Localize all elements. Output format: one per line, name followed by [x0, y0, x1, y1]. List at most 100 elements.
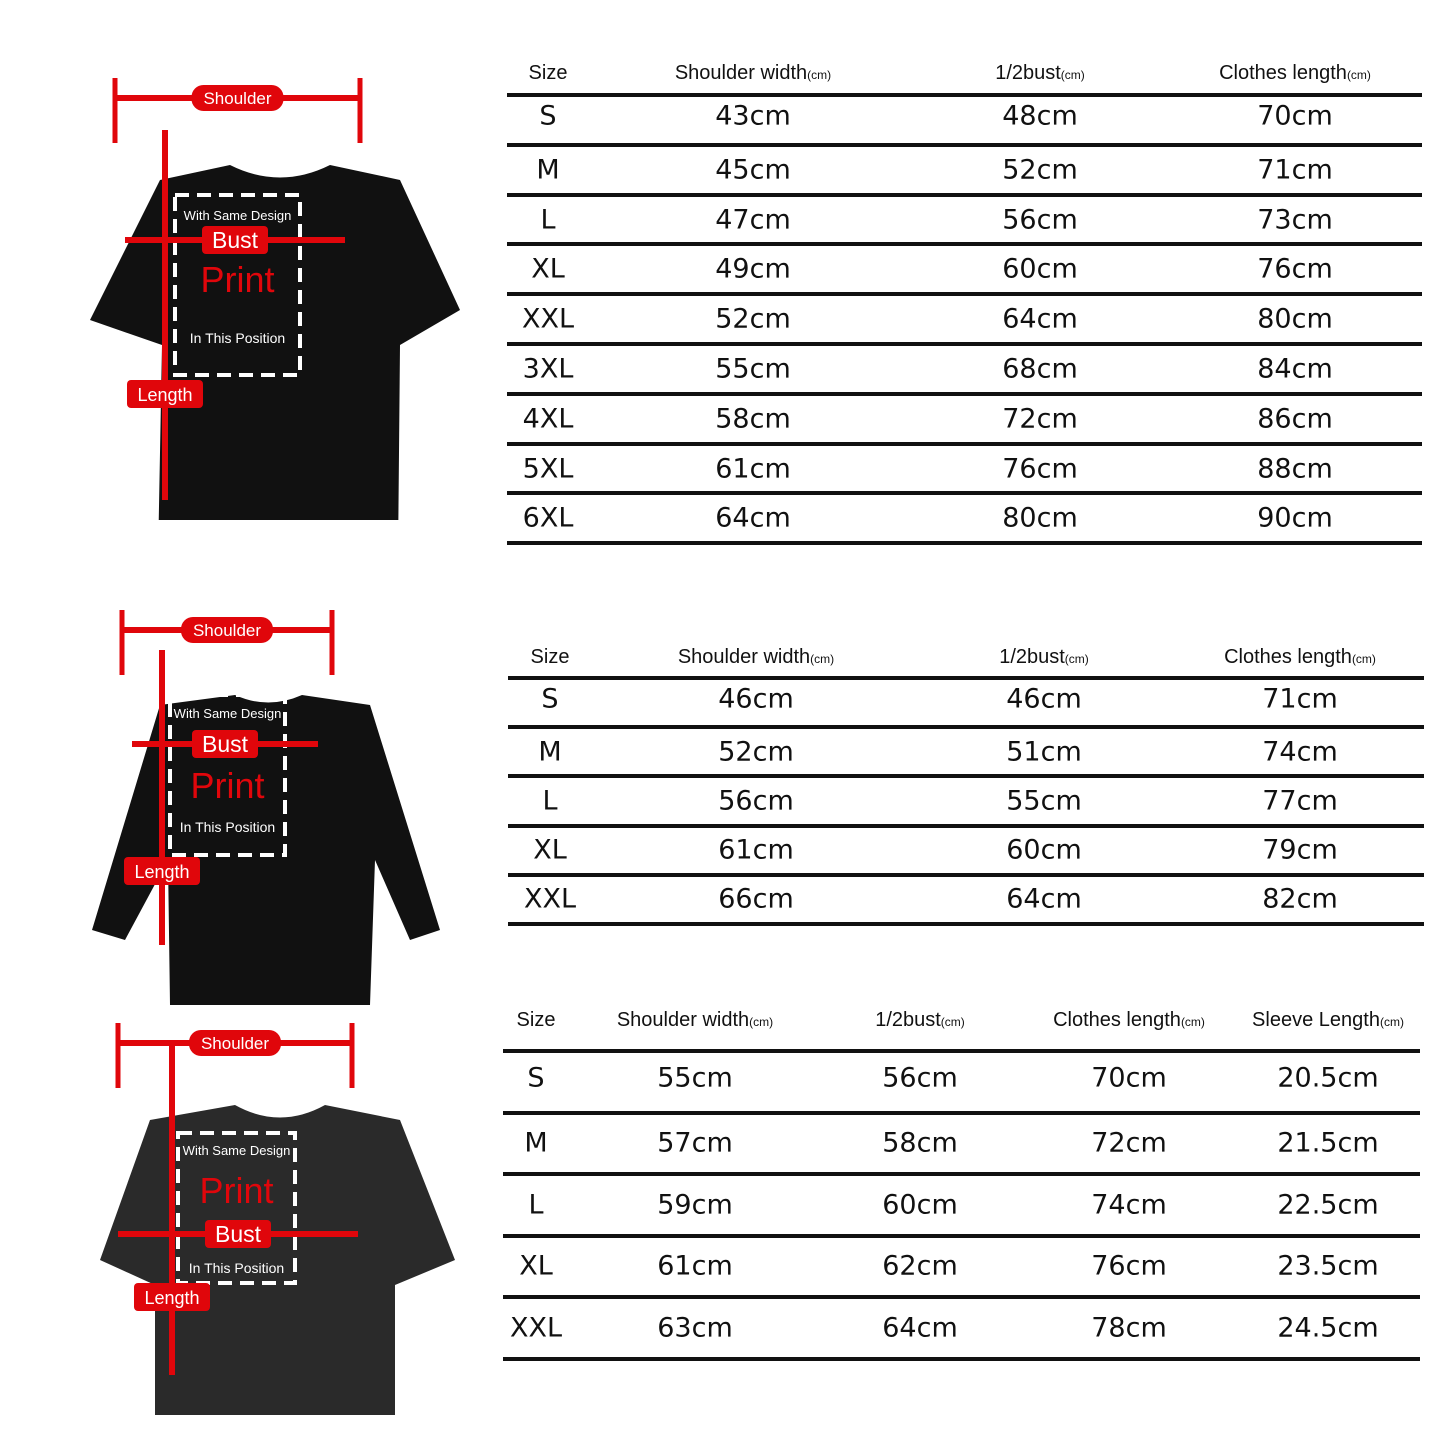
length-label-bg — [124, 857, 200, 885]
length-label-bg — [134, 1283, 210, 1311]
measurement-cell: 48cm — [1002, 100, 1078, 132]
measurement-cell: 62cm — [882, 1250, 958, 1282]
measurement-cell: 46cm — [1006, 683, 1082, 715]
measurement-cell: 76cm — [1091, 1250, 1167, 1282]
length-label-bg — [127, 380, 203, 408]
size-cell: XXL — [523, 883, 577, 915]
row-divider — [508, 725, 1424, 730]
shoulder-label-bg — [189, 1030, 281, 1056]
column-header: Size — [529, 62, 568, 85]
design-text-top: With Same Design — [183, 1143, 291, 1158]
length-label: Length — [134, 862, 189, 882]
measurement-cell: 61cm — [718, 834, 794, 866]
measurement-cell: 79cm — [1262, 834, 1338, 866]
size-cell: 5XL — [522, 453, 574, 484]
measurement-cell: 24.5cm — [1277, 1312, 1379, 1344]
column-header: Clothes length(cm) — [1053, 1009, 1205, 1032]
column-header: Shoulder width(cm) — [617, 1009, 773, 1032]
measurement-cell: 58cm — [715, 403, 791, 435]
design-text-bottom: In This Position — [189, 1260, 284, 1276]
measurement-cell: 74cm — [1262, 736, 1338, 768]
measurement-cell: 59cm — [657, 1189, 733, 1221]
size-cell: M — [536, 154, 560, 186]
column-header: Size — [517, 1009, 556, 1032]
size-cell: 6XL — [522, 502, 574, 534]
row-divider — [503, 1110, 1420, 1115]
measurement-cell: 77cm — [1262, 785, 1338, 817]
measurement-cell: 23.5cm — [1277, 1250, 1379, 1282]
measurement-cell: 52cm — [715, 303, 791, 335]
row-divider — [508, 872, 1424, 877]
measurement-cell: 47cm — [715, 204, 791, 235]
header-unit: (cm) — [749, 1015, 774, 1029]
print-text: Print — [199, 1170, 273, 1211]
measurement-cell: 51cm — [1006, 736, 1082, 768]
print-text: Print — [190, 765, 264, 806]
size-cell: 3XL — [522, 353, 574, 385]
print-area-box — [173, 193, 302, 377]
size-cell: XL — [519, 1250, 553, 1282]
row-divider — [507, 441, 1422, 446]
measurement-cell: 70cm — [1091, 1062, 1167, 1094]
measurement-cell: 45cm — [715, 154, 791, 186]
size-cell: S — [539, 100, 557, 132]
shirt-diagram: Shoulder Bust Length With Same Design Print I… — [40, 1015, 480, 1419]
measurement-cell: 76cm — [1002, 453, 1078, 484]
table-top-rule — [508, 676, 1424, 680]
design-text-top: With Same Design — [174, 706, 282, 721]
measurement-cell: 84cm — [1257, 353, 1333, 385]
measurement-cell: 68cm — [1002, 353, 1078, 385]
size-cell: L — [528, 1189, 544, 1221]
measurement-cell: 88cm — [1257, 453, 1333, 484]
size-cell: L — [542, 785, 558, 817]
measurement-cell: 43cm — [715, 100, 791, 132]
design-text-bottom: In This Position — [190, 330, 285, 346]
measurement-cell: 55cm — [657, 1062, 733, 1094]
column-header: Sleeve Length(cm) — [1252, 1009, 1404, 1032]
header-label: Clothes length — [1219, 62, 1347, 84]
measurement-cell: 70cm — [1257, 100, 1333, 132]
row-divider — [507, 491, 1422, 496]
shirt-illustration: Shoulder Bust Length With Same Design Print I… — [100, 1023, 455, 1415]
measurement-cell: 71cm — [1257, 154, 1333, 186]
shoulder-label: Shoulder — [203, 89, 271, 108]
column-header: Clothes length(cm) — [1219, 62, 1371, 85]
measurement-cell: 61cm — [657, 1250, 733, 1282]
measurement-cell: 72cm — [1002, 403, 1078, 435]
row-divider — [507, 391, 1422, 396]
measurement-cell: 56cm — [882, 1062, 958, 1094]
header-unit: (cm) — [810, 652, 835, 666]
shirt-body — [90, 165, 460, 560]
header-unit: (cm) — [1346, 68, 1371, 82]
design-text-bottom: In This Position — [180, 819, 275, 835]
header-unit: (cm) — [1379, 1015, 1404, 1029]
shoulder-label: Shoulder — [201, 1034, 269, 1053]
header-label: Shoulder width — [616, 1009, 750, 1031]
column-header: Size — [531, 646, 570, 669]
header-label: Clothes length — [1053, 1009, 1181, 1031]
header-label: Sleeve Length — [1252, 1009, 1380, 1031]
measurement-cell: 56cm — [718, 785, 794, 817]
measurement-cell: 55cm — [715, 353, 791, 385]
bust-label: Bust — [212, 227, 259, 253]
shoulder-label-bg — [191, 85, 284, 111]
shirt-illustration: Shoulder Bust Length With Same Design Print I… — [90, 78, 460, 560]
row-divider — [503, 1356, 1420, 1361]
measurement-cell: 80cm — [1257, 303, 1333, 335]
row-divider — [503, 1172, 1420, 1176]
measurement-cell: 21.5cm — [1277, 1127, 1379, 1159]
row-divider — [507, 541, 1422, 546]
row-divider — [508, 922, 1424, 926]
bust-label: Bust — [202, 731, 249, 757]
size-cell: S — [527, 1062, 545, 1094]
row-divider — [503, 1295, 1420, 1299]
size-cell: XXL — [509, 1312, 563, 1344]
header-unit: (cm) — [1064, 652, 1089, 666]
table-top-rule — [507, 93, 1422, 97]
measurement-cell: 63cm — [657, 1312, 733, 1344]
size-cell: XL — [533, 834, 567, 866]
measurement-cell: 82cm — [1262, 883, 1338, 915]
header-unit: (cm) — [1060, 68, 1085, 82]
header-unit: (cm) — [1180, 1015, 1205, 1029]
